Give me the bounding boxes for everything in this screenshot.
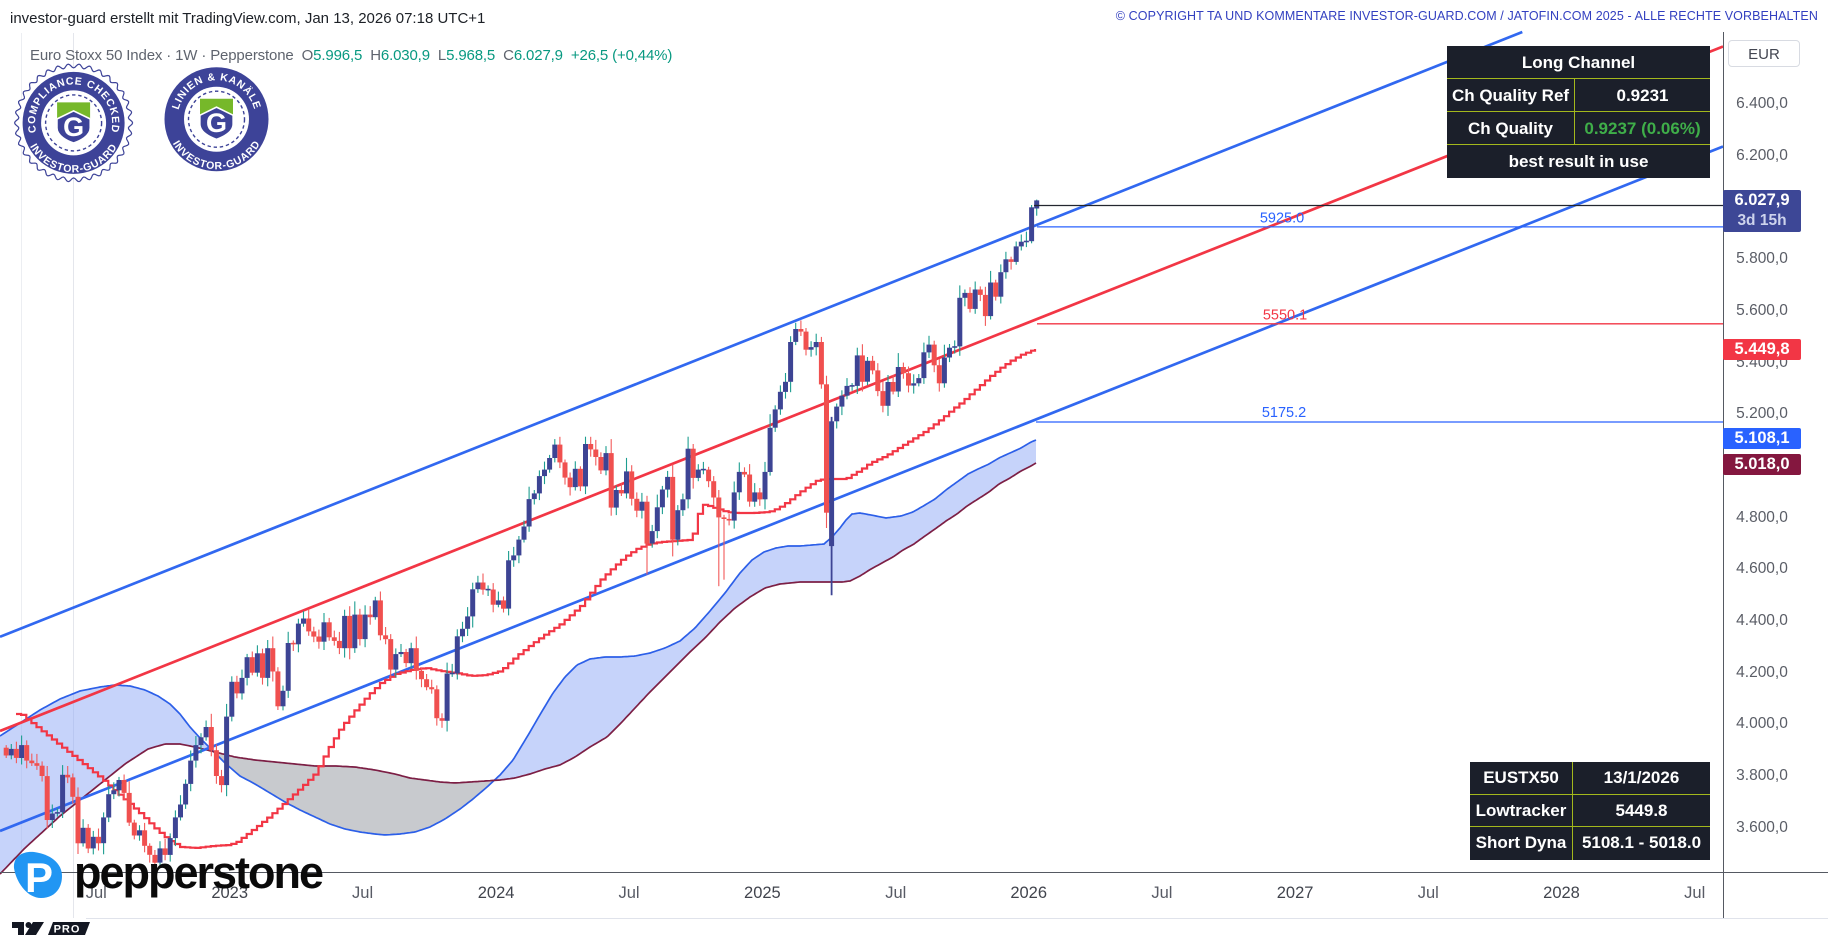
svg-text:pepperstone: pepperstone [74, 848, 323, 898]
svg-text:P: P [25, 854, 53, 901]
svg-text:G: G [206, 108, 227, 138]
svg-text:PRO: PRO [54, 924, 81, 936]
svg-text:5175.2: 5175.2 [1262, 405, 1306, 421]
svg-text:5550.1: 5550.1 [1263, 308, 1307, 324]
svg-text:5925.0: 5925.0 [1260, 211, 1304, 227]
svg-text:G: G [63, 112, 84, 142]
